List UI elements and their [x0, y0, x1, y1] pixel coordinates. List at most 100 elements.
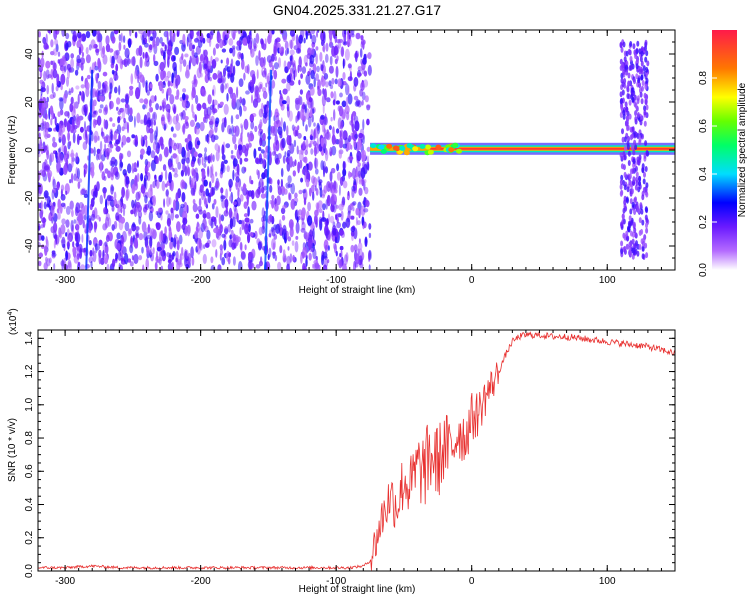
heatmap-cell	[315, 168, 319, 175]
heatmap-cell	[338, 184, 341, 196]
heatmap-cell	[323, 31, 326, 44]
heatmap-cell	[110, 184, 114, 195]
heatmap-cell	[175, 121, 181, 131]
heatmap-cell	[140, 119, 144, 125]
heatmap-cell	[113, 30, 119, 35]
heatmap-cell	[339, 176, 344, 186]
heatmap-cell	[157, 207, 163, 213]
heatmap-cell	[82, 141, 88, 151]
heatmap-cell	[135, 87, 141, 100]
heatmap-cell	[86, 82, 90, 90]
heatmap-cell	[241, 186, 244, 192]
burst-cell	[627, 135, 630, 142]
heatmap-cell	[81, 233, 84, 243]
heatmap-cell	[196, 222, 201, 232]
heatmap-cell	[184, 225, 188, 236]
heatmap-cell	[133, 206, 138, 218]
heatmap-cell	[299, 152, 304, 162]
heatmap-cell	[193, 172, 199, 183]
heatmap-cell	[135, 230, 139, 237]
heatmap-cell	[109, 82, 113, 95]
heatmap-cell	[125, 188, 130, 199]
burst-cell	[620, 248, 624, 255]
heatmap-cell	[303, 37, 306, 44]
heatmap-cell	[329, 171, 333, 182]
burst-cell	[631, 126, 635, 133]
burst-cell	[623, 234, 627, 241]
heatmap-cell	[155, 103, 160, 111]
heatmap-cell	[283, 121, 286, 132]
heatmap-cell	[185, 263, 189, 270]
burst-cell	[620, 163, 624, 170]
heatmap-cell	[44, 100, 49, 109]
heatmap-cell	[185, 157, 190, 164]
y-tick-label: 0	[24, 147, 35, 153]
burst-cell	[634, 116, 638, 122]
heatmap-cell	[254, 85, 260, 96]
heatmap-cell	[334, 137, 337, 145]
heatmap-cell	[334, 243, 337, 254]
heatmap-cell	[185, 64, 190, 77]
heatmap-cell	[45, 60, 51, 69]
heatmap-cell	[337, 78, 342, 88]
heatmap-cell	[167, 80, 171, 87]
heatmap-cell	[139, 74, 145, 83]
burst-cell	[644, 166, 648, 172]
heatmap-cell	[367, 52, 372, 60]
heatmap-cell	[124, 48, 130, 59]
spectrogram-heatmap	[38, 30, 675, 270]
heatmap-cell	[155, 222, 161, 231]
heatmap-cell	[235, 114, 240, 120]
heatmap-cell	[48, 215, 52, 221]
heatmap-cell	[113, 166, 119, 176]
heatmap-cell	[335, 214, 338, 221]
heatmap-cell	[181, 124, 185, 133]
heatmap-cell	[93, 221, 97, 233]
heatmap-cell	[350, 244, 355, 253]
heatmap-cell	[221, 257, 226, 266]
heatmap-cell	[287, 246, 290, 251]
heatmap-cell	[63, 145, 67, 156]
heatmap-cell	[281, 137, 286, 149]
heatmap-cell	[82, 219, 85, 229]
heatmap-cell	[202, 37, 206, 44]
heatmap-cell	[80, 189, 83, 196]
heatmap-cell	[232, 256, 236, 266]
heatmap-cell	[329, 215, 335, 224]
tone-blob	[392, 145, 399, 151]
heatmap-cell	[99, 104, 104, 109]
heatmap-cell	[341, 100, 347, 108]
burst-cell	[628, 99, 632, 106]
heatmap-cell	[247, 134, 251, 143]
heatmap-cell	[358, 179, 363, 185]
heatmap-cell	[118, 41, 122, 52]
heatmap-cell	[342, 263, 347, 270]
heatmap-cell	[71, 158, 74, 168]
burst-cell	[625, 50, 629, 57]
heatmap-cell	[209, 181, 212, 189]
heatmap-cell	[325, 147, 328, 156]
burst-cell	[619, 91, 623, 98]
heatmap-cell	[336, 171, 341, 181]
heatmap-cell	[53, 263, 56, 270]
heatmap-cell	[321, 189, 326, 197]
heatmap-cell	[259, 137, 263, 147]
heatmap-cell	[110, 156, 116, 165]
heatmap-cell	[51, 216, 54, 224]
heatmap-cell	[65, 32, 70, 40]
heatmap-cell	[347, 76, 353, 82]
heatmap-cell	[196, 140, 201, 146]
heatmap-cell	[273, 69, 278, 80]
heatmap-cell	[216, 32, 221, 44]
heatmap-cell	[361, 177, 365, 187]
heatmap-cell	[295, 235, 299, 240]
heatmap-cell	[69, 103, 74, 113]
heatmap-cell	[219, 171, 223, 179]
heatmap-cell	[326, 194, 331, 207]
heatmap-cell	[228, 252, 232, 258]
heatmap-cell	[88, 240, 92, 246]
heatmap-cell	[146, 227, 150, 235]
heatmap-cell	[297, 132, 302, 139]
heatmap-cell	[166, 217, 171, 227]
heatmap-cell	[193, 151, 198, 158]
